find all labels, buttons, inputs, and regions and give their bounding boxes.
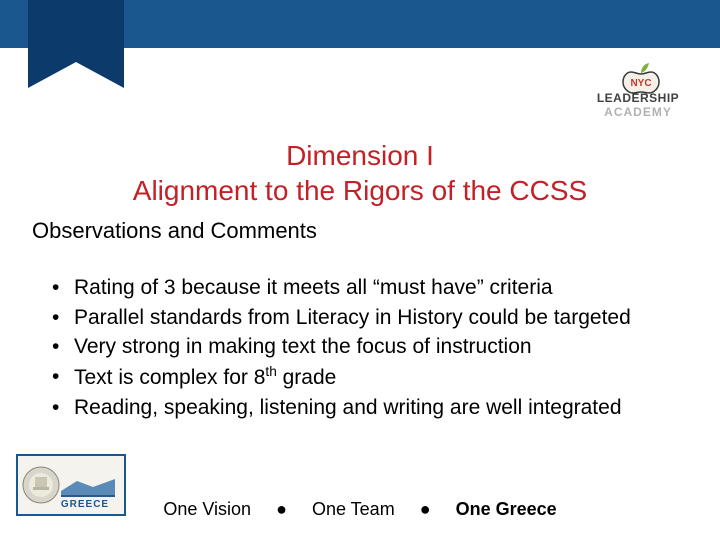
footer-seg-3: One Greece: [446, 499, 567, 520]
dot-icon: ●: [266, 499, 297, 520]
bullet-list: Rating of 3 because it meets all “must h…: [48, 274, 692, 424]
list-item: Very strong in making text the focus of …: [48, 333, 692, 361]
list-item: Parallel standards from Literacy in Hist…: [48, 304, 692, 332]
bullet-text: Text is complex for 8: [74, 366, 265, 389]
apple-icon: NYC: [619, 58, 657, 90]
bullet-text: Reading, speaking, listening and writing…: [74, 396, 622, 419]
bullet-text: Very strong in making text the focus of …: [74, 335, 532, 358]
slide-title: Dimension I Alignment to the Rigors of t…: [0, 138, 720, 208]
list-item: Text is complex for 8th grade: [48, 363, 692, 392]
bullet-text: Parallel standards from Literacy in Hist…: [74, 306, 631, 329]
footer-seg-2: One Team: [302, 499, 405, 520]
superscript: th: [265, 364, 276, 379]
list-item: Rating of 3 because it meets all “must h…: [48, 274, 692, 302]
subheading: Observations and Comments: [32, 218, 317, 244]
dot-icon: ●: [410, 499, 441, 520]
title-line-1: Dimension I: [0, 138, 720, 173]
footer-tagline: One Vision ● One Team ● One Greece: [0, 499, 720, 520]
ribbon-icon: [28, 0, 124, 88]
bullet-tail: grade: [277, 366, 337, 389]
logo-line1: LEADERSHIP: [597, 92, 679, 106]
svg-text:NYC: NYC: [630, 78, 651, 89]
footer-seg-1: One Vision: [153, 499, 261, 520]
nyc-leadership-logo: NYC LEADERSHIP ACADEMY: [578, 52, 698, 126]
bullet-text: Rating of 3 because it meets all “must h…: [74, 276, 553, 299]
title-line-2: Alignment to the Rigors of the CCSS: [0, 173, 720, 208]
logo-line2: ACADEMY: [597, 106, 679, 120]
list-item: Reading, speaking, listening and writing…: [48, 394, 692, 422]
logo-text: LEADERSHIP ACADEMY: [597, 92, 679, 120]
